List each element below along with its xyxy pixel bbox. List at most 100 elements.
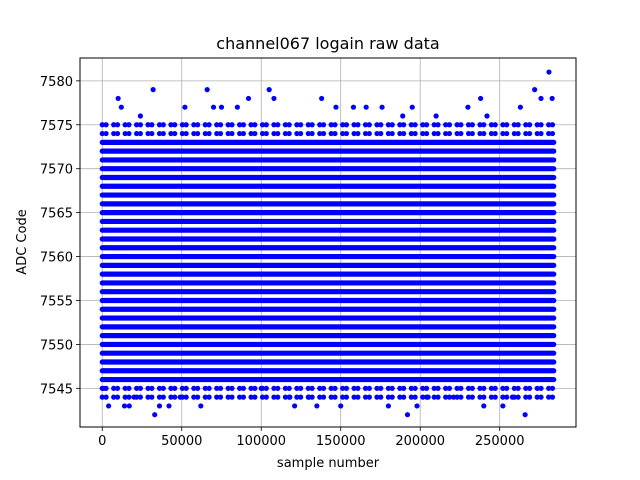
data-point — [408, 130, 414, 137]
data-point — [305, 122, 311, 128]
data-point — [443, 122, 449, 128]
data-point — [206, 385, 212, 391]
data-point — [103, 122, 109, 128]
data-point — [366, 394, 372, 400]
data-point-band — [99, 289, 557, 295]
data-point — [366, 385, 372, 391]
data-point — [443, 385, 449, 391]
data-point — [488, 394, 495, 400]
data-point — [504, 394, 510, 400]
data-point — [317, 385, 323, 391]
data-point — [500, 394, 506, 400]
data-point — [446, 122, 453, 128]
data-point — [286, 130, 292, 137]
data-point — [182, 104, 188, 110]
data-point — [248, 394, 254, 400]
data-point — [229, 394, 235, 400]
data-point — [298, 394, 304, 400]
data-point-band — [99, 166, 557, 172]
data-point — [217, 394, 224, 400]
data-point — [275, 385, 281, 391]
data-point — [114, 394, 121, 400]
data-point — [191, 394, 197, 400]
data-point — [465, 394, 472, 400]
data-point — [237, 394, 243, 400]
data-point — [320, 385, 327, 391]
axis-ticks: 0 50000 100000 150000 200000 250000 7545 7550 75… — [40, 75, 525, 449]
data-point-band — [99, 350, 557, 356]
data-point — [263, 122, 269, 128]
data-point — [122, 385, 128, 391]
y-tick-label: 7545 — [40, 382, 73, 397]
data-point — [423, 122, 430, 128]
data-point — [317, 394, 323, 400]
data-point — [458, 122, 464, 128]
data-point — [538, 394, 544, 400]
data-point — [343, 394, 350, 400]
data-point — [314, 403, 320, 409]
data-point-band — [99, 245, 557, 251]
data-point — [133, 130, 140, 137]
data-point — [101, 385, 107, 391]
data-point — [423, 130, 430, 137]
data-point-band — [99, 148, 557, 154]
data-point-band — [99, 262, 557, 268]
data-point — [408, 122, 414, 128]
data-point — [252, 394, 258, 400]
data-point — [191, 385, 197, 391]
data-point-band — [99, 174, 557, 181]
data-point — [408, 385, 414, 391]
data-point — [263, 385, 269, 391]
data-point — [481, 394, 487, 400]
data-point — [248, 385, 254, 391]
data-point — [435, 122, 441, 128]
data-point — [248, 122, 254, 128]
y-tick-label: 7565 — [40, 207, 73, 222]
data-point — [172, 385, 178, 391]
data-point — [500, 385, 506, 391]
data-point — [294, 130, 300, 137]
data-point — [137, 394, 144, 400]
data-point — [179, 385, 185, 391]
data-point — [534, 385, 540, 391]
data-point — [362, 130, 369, 137]
data-point — [363, 104, 369, 110]
data-point — [328, 385, 334, 391]
data-point — [446, 130, 453, 137]
data-point — [309, 130, 315, 137]
data-point — [106, 403, 112, 409]
data-point — [206, 122, 212, 128]
data-point — [160, 394, 166, 400]
data-point — [150, 87, 156, 93]
data-point — [379, 104, 385, 110]
data-point-band — [99, 297, 557, 304]
data-point — [156, 403, 163, 409]
data-point — [526, 130, 533, 137]
data-point — [306, 394, 312, 400]
data-point — [351, 130, 357, 137]
data-point — [183, 130, 189, 137]
data-point — [133, 122, 140, 128]
data-point — [549, 130, 556, 137]
data-point — [404, 412, 411, 418]
data-point — [111, 130, 117, 137]
data-point — [263, 394, 269, 400]
data-point — [319, 95, 325, 102]
data-point — [374, 394, 380, 400]
x-tick-label: 100000 — [236, 434, 286, 449]
data-point — [137, 113, 144, 119]
data-point — [409, 104, 415, 110]
data-point — [538, 95, 544, 102]
data-point — [172, 394, 178, 400]
data-point — [225, 385, 231, 391]
data-point — [152, 412, 158, 418]
data-point — [103, 394, 109, 400]
data-point — [385, 122, 392, 128]
data-point — [523, 130, 529, 137]
data-point — [523, 122, 529, 128]
data-point — [509, 394, 516, 400]
data-point — [183, 385, 189, 391]
data-point — [420, 130, 426, 137]
data-point — [149, 394, 155, 400]
data-point-band — [99, 236, 557, 242]
